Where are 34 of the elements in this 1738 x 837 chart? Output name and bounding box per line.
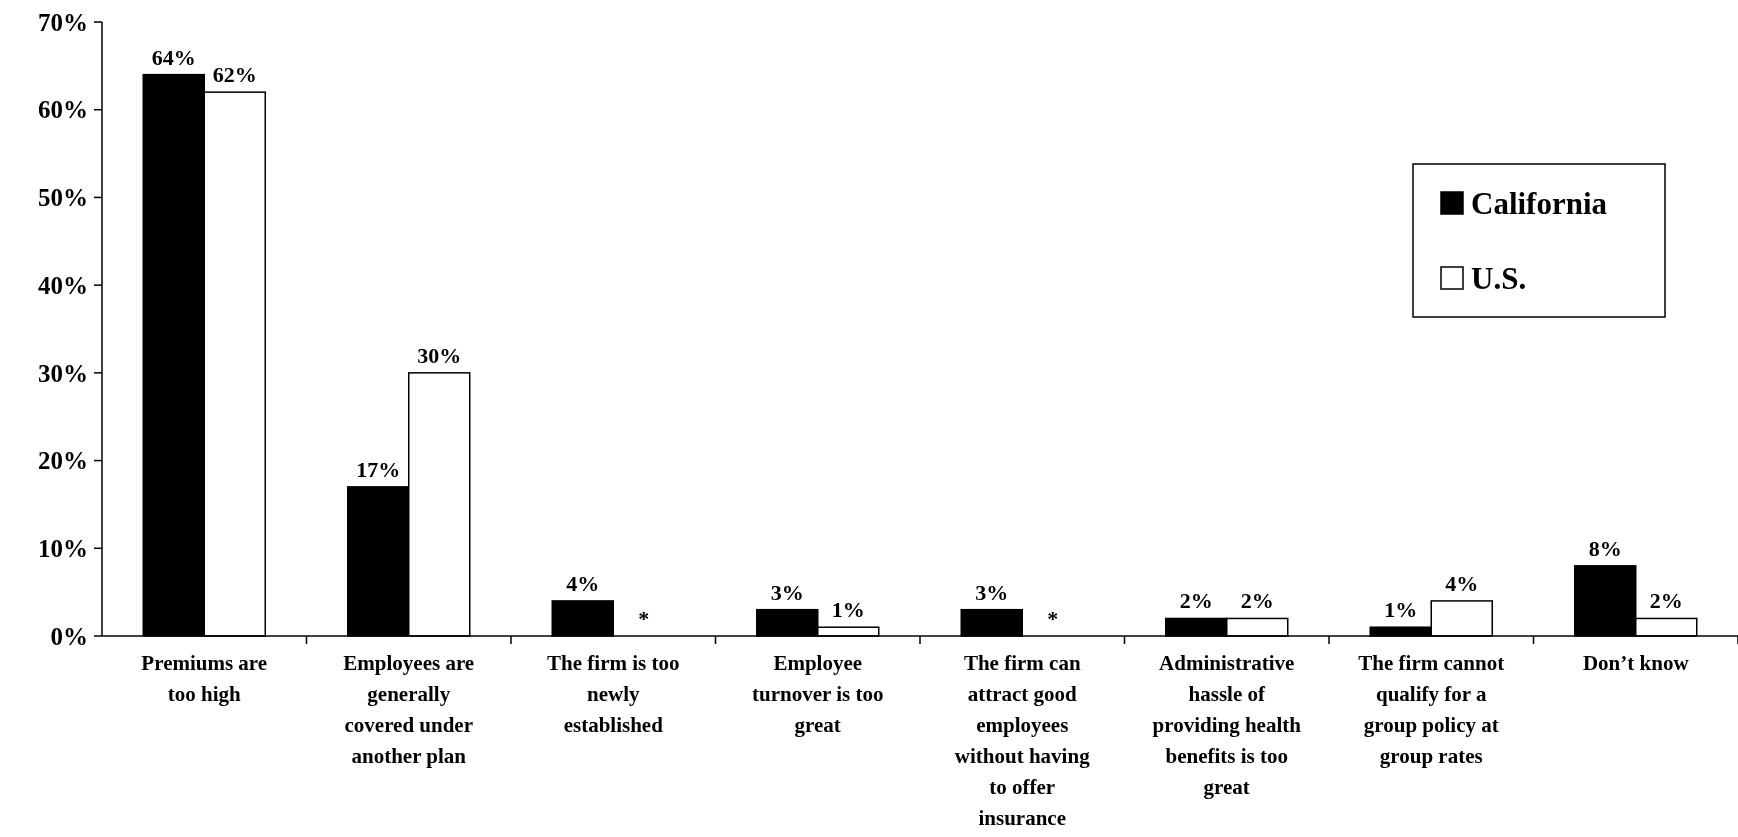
data-label: 2% — [1240, 588, 1274, 614]
y-tick-label: 70% — [38, 8, 88, 36]
data-label: 1% — [831, 597, 865, 623]
data-label: 3% — [975, 579, 1009, 605]
y-tick-label: 50% — [38, 184, 88, 212]
x-tick-label: The firm can attract good employees without having to offer insurance — [954, 651, 1091, 830]
data-label: 62% — [212, 62, 257, 88]
legend-label: U.S. — [1471, 260, 1527, 296]
data-label: 8% — [1588, 535, 1622, 561]
x-tick-label: The firm is too newly established — [547, 651, 680, 737]
x-tick-label: Don’t know — [1582, 651, 1690, 675]
y-tick-label: 40% — [38, 271, 88, 299]
data-label: 64% — [151, 44, 196, 70]
y-tick-label: 0% — [50, 622, 88, 650]
data-label: 30% — [417, 342, 462, 368]
x-tick-label: Premiums are too high — [141, 651, 268, 706]
x-tick-label: Employee turnover is too great — [752, 651, 884, 737]
data-label: 17% — [356, 456, 401, 482]
data-label: 4% — [566, 570, 600, 596]
text: * — [1047, 606, 1059, 631]
data-label: 2% — [1179, 588, 1213, 614]
y-tick-label: 30% — [38, 359, 88, 387]
data-label: 3% — [770, 579, 804, 605]
y-tick-label: 10% — [38, 535, 88, 563]
x-tick-label: Administrative hassle of providing health benefits is too great — [1152, 651, 1302, 799]
text: * — [638, 606, 650, 631]
x-tick-label: Employees are generally covered under another plan — [343, 651, 475, 768]
x-tick-label: The firm cannot qualify for a group policy at group rates — [1358, 651, 1505, 768]
y-tick-label: 60% — [38, 96, 88, 124]
y-tick-label: 20% — [38, 447, 88, 475]
data-label: 2% — [1649, 588, 1683, 614]
data-label: 1% — [1384, 597, 1418, 623]
data-label: 4% — [1445, 570, 1479, 596]
legend-label: California — [1471, 185, 1608, 221]
